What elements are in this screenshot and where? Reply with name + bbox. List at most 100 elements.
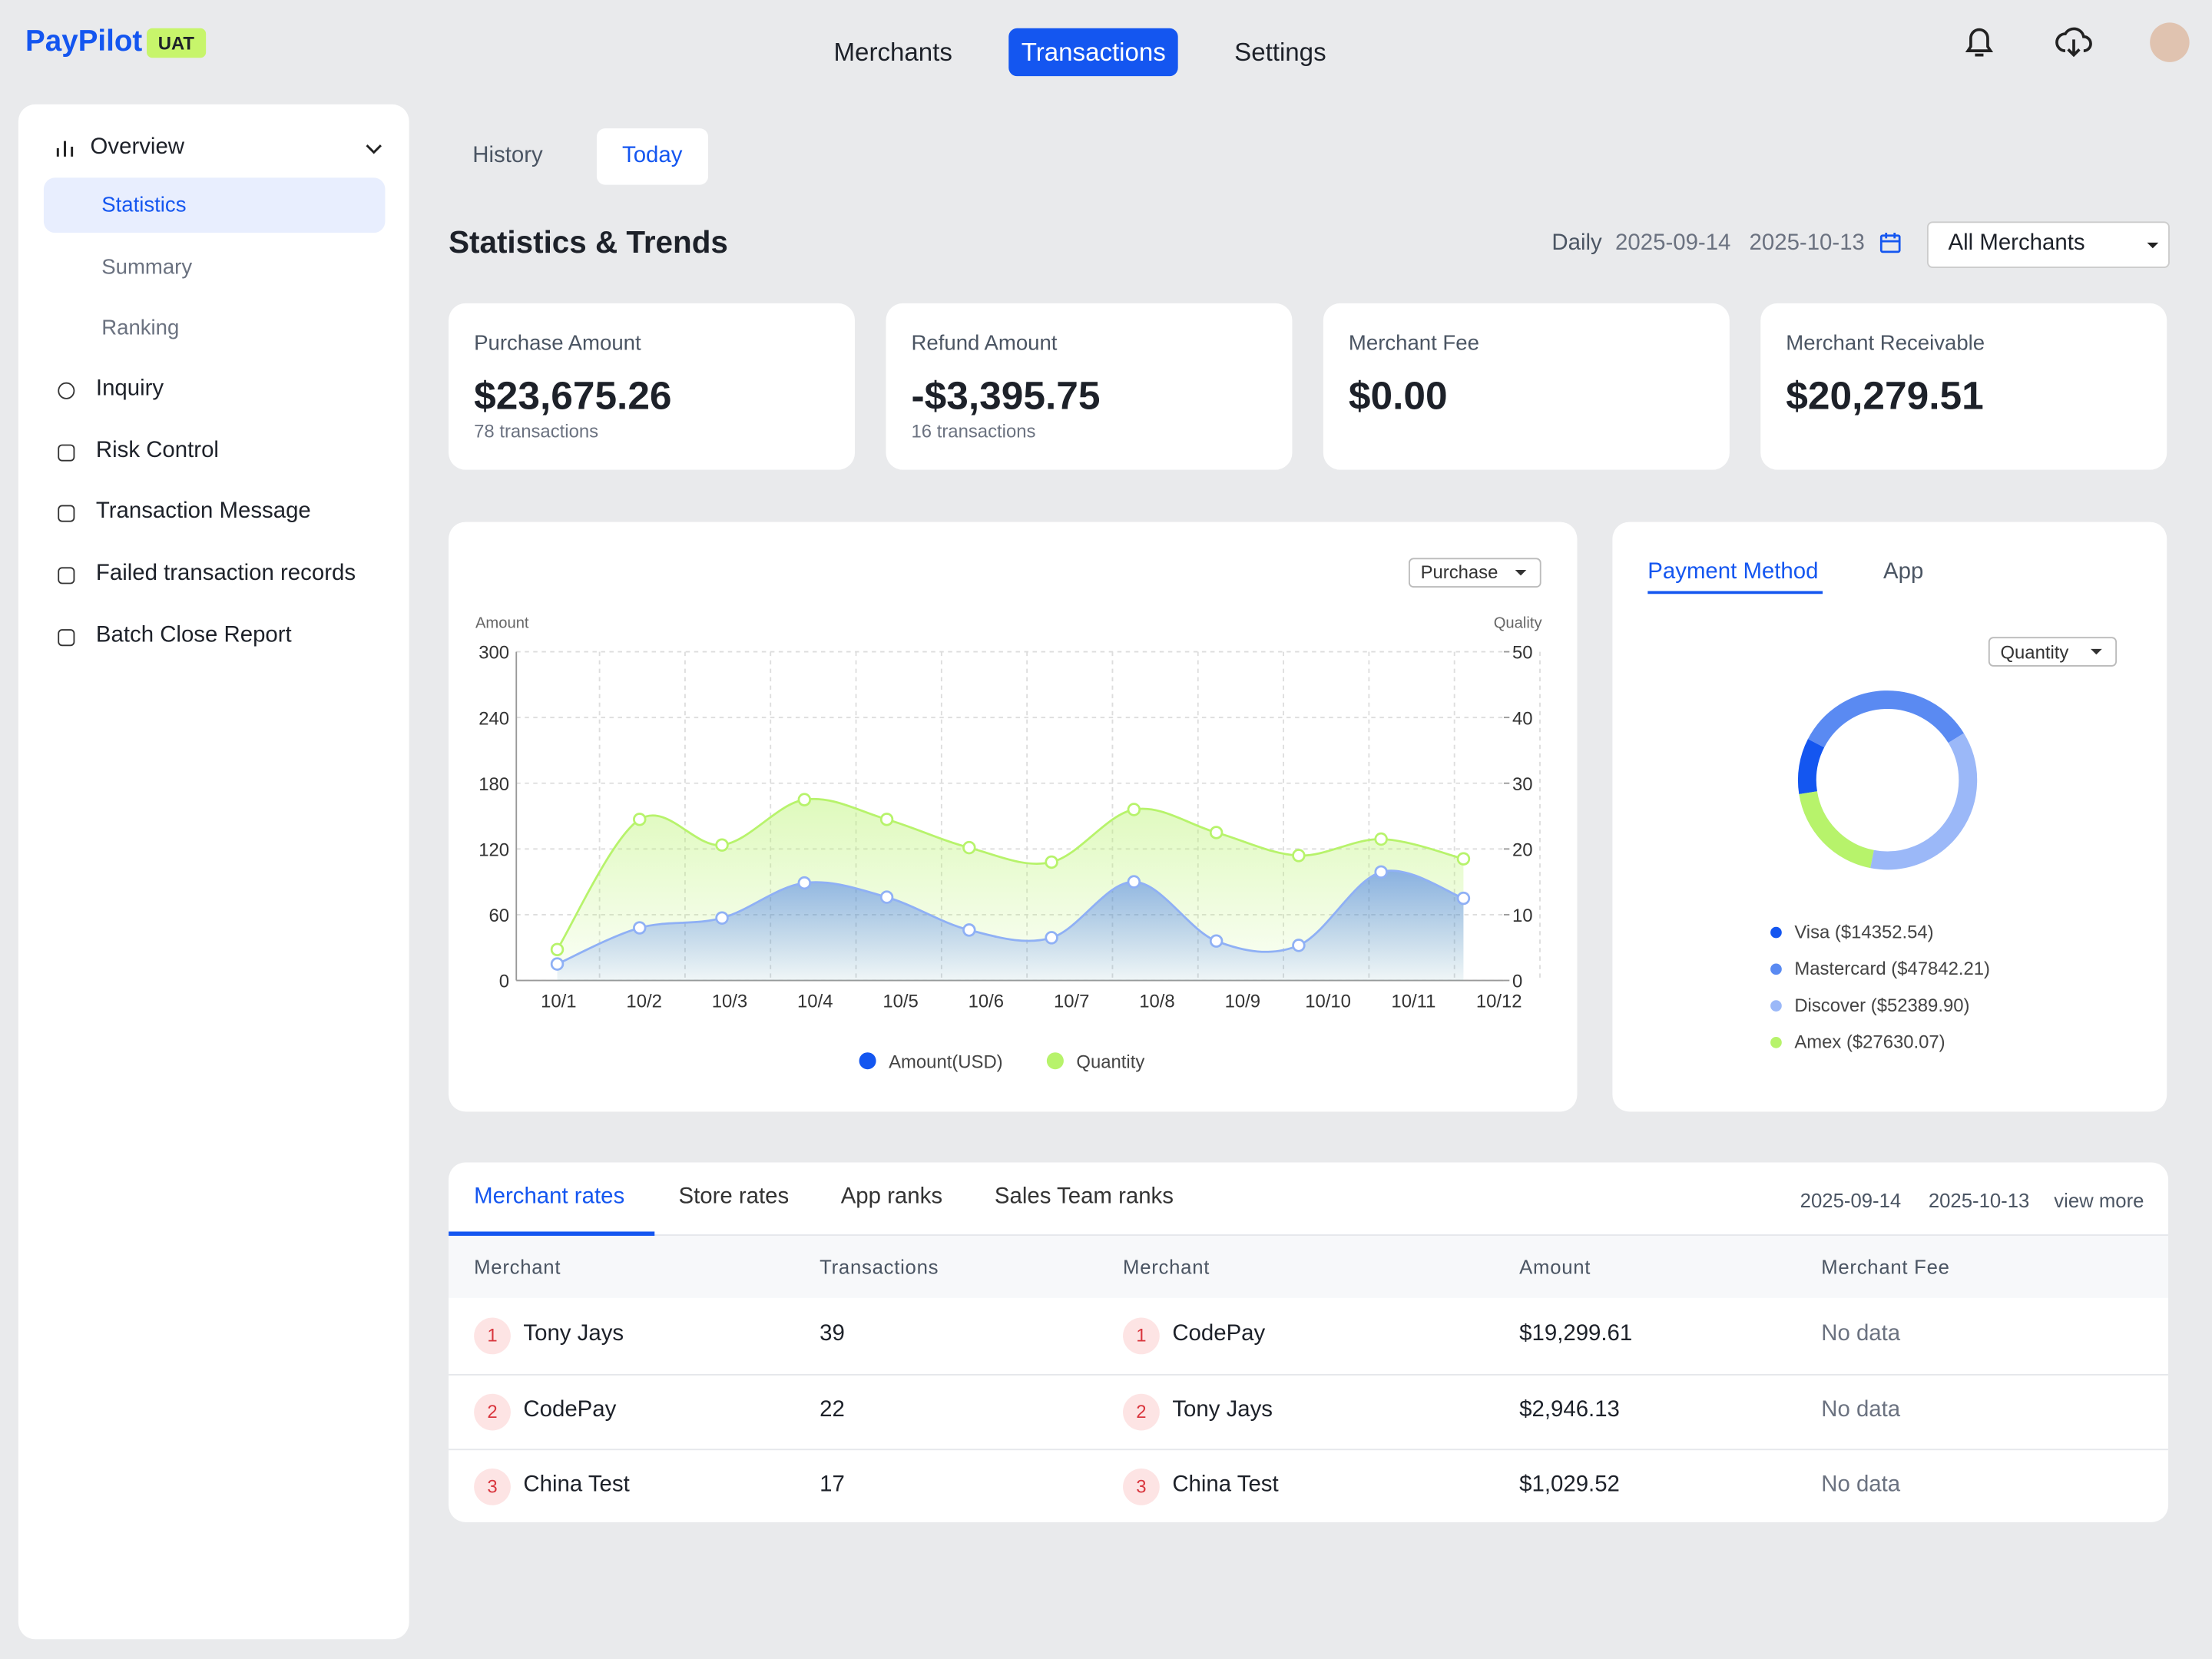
point[interactable] bbox=[550, 957, 565, 971]
sidebar-subitem[interactable]: Ranking bbox=[101, 316, 180, 340]
tab[interactable]: Today bbox=[596, 128, 708, 185]
donut-slice[interactable] bbox=[1807, 690, 1964, 748]
legend-swatch bbox=[1770, 1000, 1782, 1012]
brand[interactable]: PayPilot bbox=[25, 25, 143, 58]
calendar-icon[interactable] bbox=[1879, 231, 1902, 253]
sidebar-item[interactable]: Inquiry bbox=[95, 376, 164, 401]
download-icon[interactable] bbox=[2054, 22, 2093, 61]
point[interactable] bbox=[1456, 891, 1471, 906]
card-label: Merchant Fee bbox=[1348, 331, 1479, 356]
point[interactable] bbox=[1374, 865, 1388, 879]
stat-card: Merchant Fee $0.00 bbox=[1323, 303, 1730, 470]
point[interactable] bbox=[1127, 875, 1141, 889]
point[interactable] bbox=[1292, 939, 1306, 952]
y2-tick-label: 30 bbox=[1512, 774, 1533, 795]
column-header: Transactions bbox=[820, 1255, 939, 1279]
card-value: $23,675.26 bbox=[474, 373, 672, 418]
dropdown-label[interactable]: Quantity bbox=[2000, 643, 2068, 664]
sidebar-subitem[interactable]: Statistics bbox=[101, 193, 187, 217]
payment-panel: Payment Method App Quantity Visa ($14352.… bbox=[1612, 522, 2167, 1112]
period[interactable]: Daily bbox=[1551, 231, 1602, 256]
date-end[interactable]: 2025-10-13 bbox=[1928, 1189, 2030, 1212]
tab[interactable]: History bbox=[472, 144, 543, 168]
point[interactable] bbox=[797, 876, 812, 890]
y-tick-label: 60 bbox=[489, 906, 510, 926]
table-cell: Tony Jays bbox=[523, 1322, 624, 1346]
select-value: All Merchants bbox=[1948, 231, 2085, 256]
point[interactable] bbox=[879, 813, 894, 826]
point[interactable] bbox=[1209, 934, 1224, 948]
point[interactable] bbox=[1045, 931, 1058, 945]
legend-label[interactable]: Quantity bbox=[1076, 1051, 1144, 1072]
dropdown[interactable] bbox=[1408, 558, 1541, 588]
table-tab[interactable]: App ranks bbox=[840, 1184, 943, 1210]
point[interactable] bbox=[879, 890, 894, 904]
dropdown-label[interactable]: Purchase bbox=[1421, 562, 1498, 583]
nav-item[interactable]: Settings bbox=[1234, 38, 1326, 67]
chevron[interactable] bbox=[364, 138, 384, 158]
x-tick-label: 10/9 bbox=[1225, 991, 1260, 1012]
sidebar-item[interactable]: Batch Close Report bbox=[95, 623, 292, 647]
point[interactable] bbox=[715, 838, 729, 852]
point[interactable] bbox=[962, 840, 976, 855]
y2-tick-label: 40 bbox=[1512, 708, 1533, 729]
bell-icon[interactable] bbox=[1961, 22, 1998, 61]
dropdown[interactable] bbox=[1988, 637, 2118, 667]
chart-tab[interactable]: App bbox=[1883, 560, 1924, 584]
point[interactable] bbox=[715, 911, 729, 925]
sidebar-subitem[interactable]: Summary bbox=[101, 255, 193, 280]
table-tab[interactable]: Store rates bbox=[678, 1184, 790, 1210]
sidebar-item[interactable]: Risk Control bbox=[95, 438, 219, 462]
x-tick-label: 10/10 bbox=[1305, 991, 1351, 1012]
payment-chart: Quantity Visa ($14352.54) Mastercard ($478… bbox=[1770, 637, 2118, 1053]
card-label: Purchase Amount bbox=[474, 331, 641, 356]
chart-tab[interactable]: Payment Method bbox=[1647, 560, 1819, 584]
table-cell: No data bbox=[1821, 1322, 1901, 1346]
avatar[interactable] bbox=[2150, 22, 2190, 62]
point[interactable] bbox=[1127, 803, 1141, 816]
point[interactable] bbox=[1374, 832, 1388, 846]
nav-item[interactable]: Merchants bbox=[833, 38, 952, 67]
sidebar-icon bbox=[58, 382, 75, 399]
rank-badge: 3 bbox=[1123, 1469, 1160, 1505]
date-start[interactable]: 2025-09-14 bbox=[1615, 231, 1731, 256]
sidebar-item[interactable]: Failed transaction records bbox=[95, 561, 356, 586]
tab-underline bbox=[449, 1231, 655, 1236]
donut-slice[interactable] bbox=[1797, 739, 1825, 794]
point[interactable] bbox=[550, 942, 565, 957]
sidebar-icon bbox=[58, 628, 75, 646]
point[interactable] bbox=[633, 921, 647, 935]
nav-item[interactable]: Transactions bbox=[1008, 28, 1179, 77]
trend-chart: Purchase Amount Quality 0 60 120 180 240 300 0 10 2… bbox=[475, 558, 1542, 1072]
point[interactable] bbox=[1209, 826, 1224, 839]
x-tick-label: 10/11 bbox=[1391, 991, 1435, 1012]
legend-label[interactable]: Discover ($52389.90) bbox=[1794, 995, 1969, 1016]
x-tick-label: 10/4 bbox=[797, 991, 833, 1012]
date-start[interactable]: 2025-09-14 bbox=[1800, 1189, 1902, 1212]
merchant-select[interactable]: All Merchants bbox=[1926, 221, 2170, 268]
legend-label[interactable]: Amex ($27630.07) bbox=[1794, 1032, 1945, 1053]
view-more[interactable]: view more bbox=[2054, 1189, 2144, 1212]
trend-panel: Purchase Amount Quality 0 60 120 180 240 300 0 10 2… bbox=[449, 522, 1578, 1112]
point[interactable] bbox=[962, 923, 976, 937]
table-tab[interactable]: Merchant rates bbox=[474, 1184, 625, 1210]
point[interactable] bbox=[1456, 852, 1471, 866]
date-end[interactable]: 2025-10-13 bbox=[1749, 231, 1865, 256]
legend-label[interactable]: Visa ($14352.54) bbox=[1794, 922, 1933, 942]
x-tick-label: 10/5 bbox=[882, 991, 918, 1012]
sidebar-item[interactable]: Transaction Message bbox=[95, 499, 311, 525]
table-cell: $19,299.61 bbox=[1519, 1322, 1633, 1346]
legend-label[interactable]: Mastercard ($47842.21) bbox=[1794, 959, 1990, 979]
legend-label[interactable]: Amount(USD) bbox=[889, 1051, 1003, 1072]
donut-slice[interactable] bbox=[1799, 790, 1875, 869]
point[interactable] bbox=[1045, 855, 1058, 869]
rank-badge: 2 bbox=[1123, 1392, 1160, 1430]
legend-swatch bbox=[1770, 963, 1782, 975]
point[interactable] bbox=[1292, 849, 1306, 863]
point[interactable] bbox=[633, 813, 647, 826]
sidebar-group[interactable]: Overview bbox=[90, 135, 185, 160]
table-tab[interactable]: Sales Team ranks bbox=[994, 1184, 1174, 1210]
point[interactable] bbox=[797, 793, 812, 806]
table-cell: No data bbox=[1821, 1472, 1901, 1497]
donut-slice[interactable] bbox=[1870, 733, 1978, 870]
